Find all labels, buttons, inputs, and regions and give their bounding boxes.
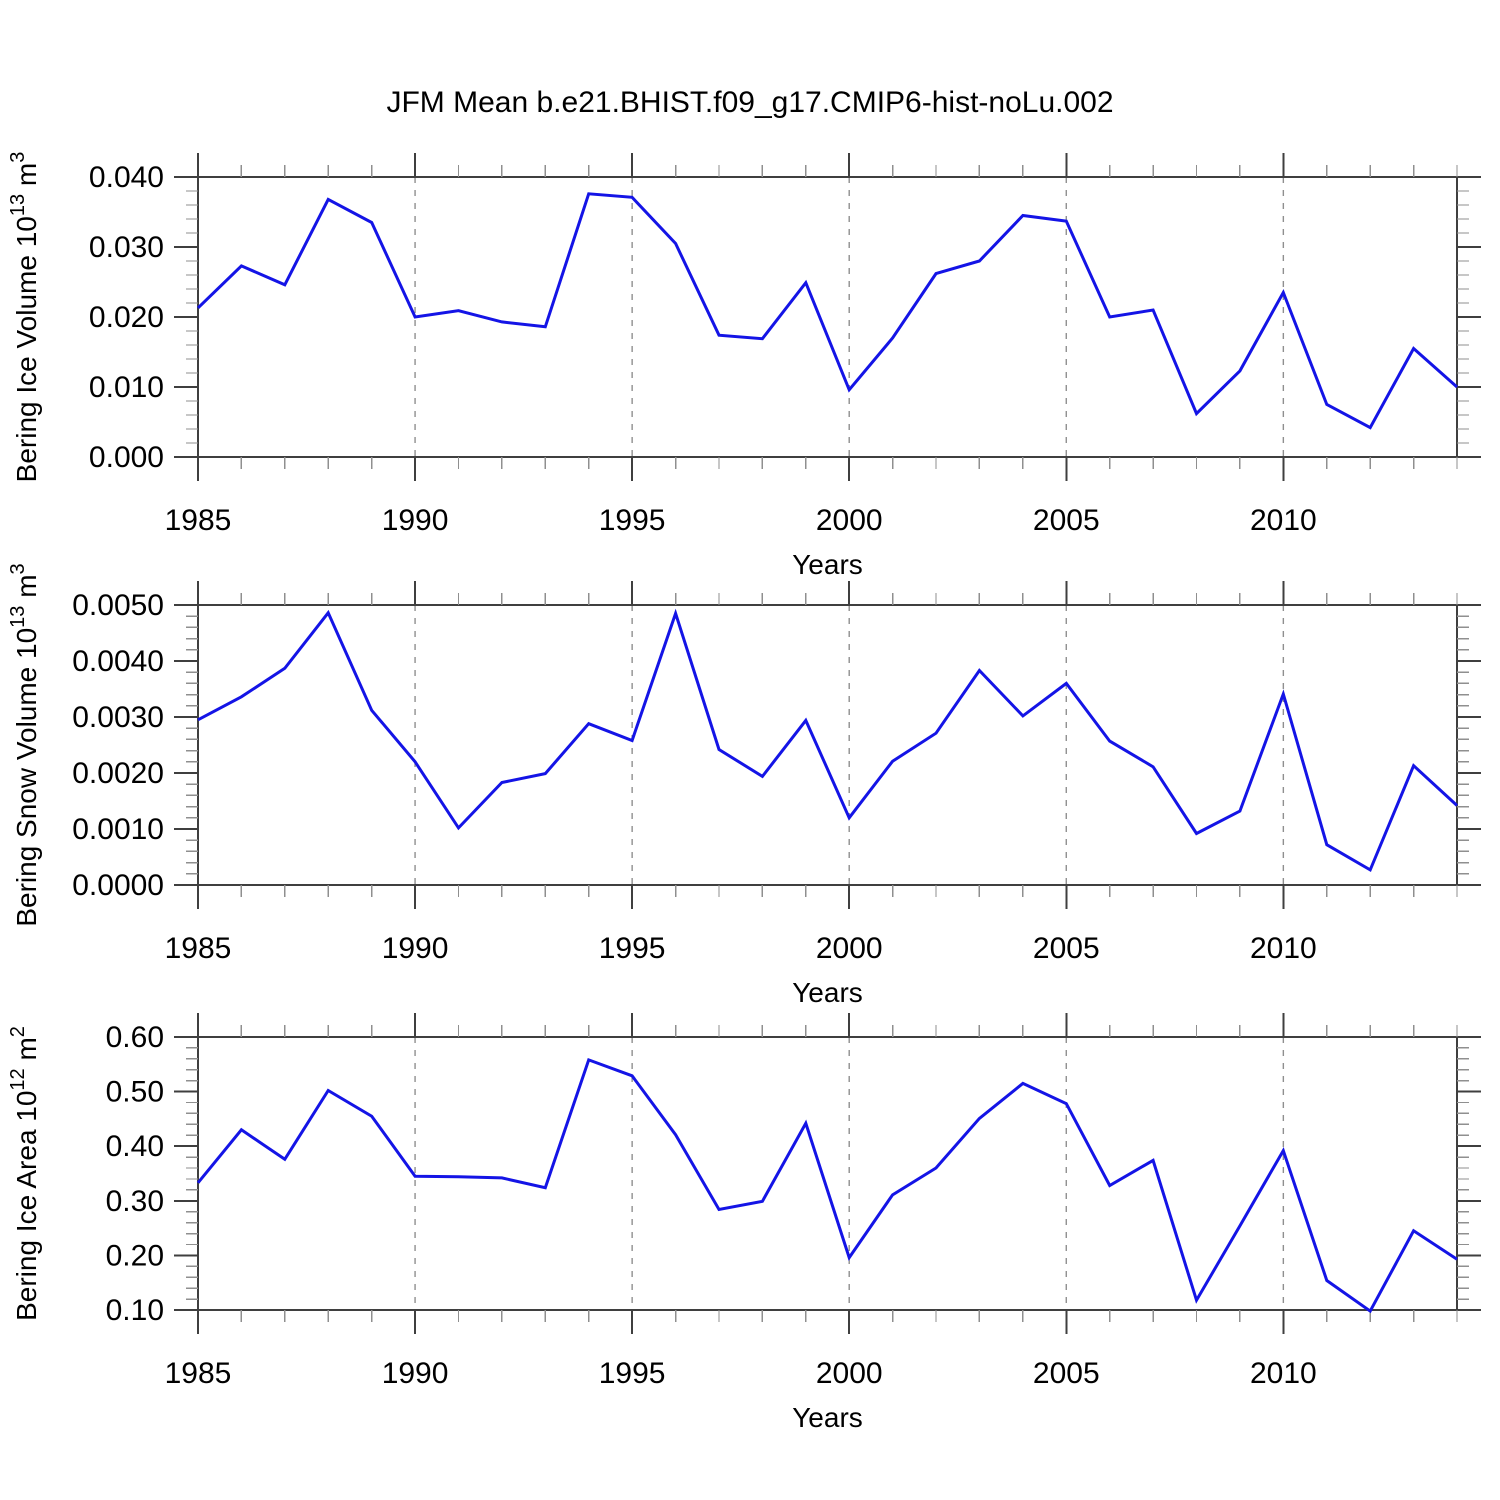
y-tick-label: 0.0040 xyxy=(72,645,164,678)
x-tick-label: 1995 xyxy=(599,1357,666,1390)
data-line xyxy=(196,192,1458,430)
panel-ice-area: 0.10 0.20 0.30 0.40 0.50 0.60 1985 1990 1995 2000… xyxy=(7,1013,1481,1433)
panel-snow-volume: 0.0000 0.0010 0.0020 0.0030 0.0040 0.0050 1985… xyxy=(7,563,1481,1008)
y-axis-title: Bering Ice Area 1012 m2 xyxy=(7,1026,42,1321)
y-tick-label: 0.30 xyxy=(106,1185,164,1218)
x-tick-label: 1985 xyxy=(165,504,232,537)
y-tick-label: 0.40 xyxy=(106,1130,164,1163)
x-tick-label: 2005 xyxy=(1033,932,1100,965)
x-tick-label: 2005 xyxy=(1033,1357,1100,1390)
chart-title: JFM Mean b.e21.BHIST.f09_g17.CMIP6-hist-… xyxy=(386,86,1114,119)
y-tick-label: 0.0020 xyxy=(72,757,164,790)
x-tick-label: 1995 xyxy=(599,932,666,965)
y-tick-label: 0.60 xyxy=(106,1021,164,1054)
panel-ice-volume: 0.000 0.010 0.020 0.030 0.040 1985 1990 1995 200… xyxy=(7,152,1481,580)
x-tick-label: 1990 xyxy=(382,932,449,965)
y-tick-label: 0.10 xyxy=(106,1294,164,1327)
y-tick-label: 0.0030 xyxy=(72,701,164,734)
x-tick-label: 2000 xyxy=(816,1357,883,1390)
x-tick-label: 2010 xyxy=(1250,932,1317,965)
x-axis-title: Years xyxy=(792,549,863,580)
y-axis-title: Bering Ice Volume 1013 m3 xyxy=(7,152,42,483)
x-tick-label: 1985 xyxy=(165,1357,232,1390)
y-tick-label: 0.0000 xyxy=(72,869,164,902)
x-tick-label: 2005 xyxy=(1033,504,1100,537)
x-tick-label: 2010 xyxy=(1250,504,1317,537)
y-tick-label: 0.010 xyxy=(89,371,164,404)
y-tick-label: 0.000 xyxy=(89,441,164,474)
x-tick-label: 2010 xyxy=(1250,1357,1317,1390)
data-line xyxy=(197,608,1459,873)
y-tick-label: 0.50 xyxy=(106,1076,164,1109)
x-tick-label: 1990 xyxy=(382,504,449,537)
x-tick-label: 2000 xyxy=(816,932,883,965)
y-tick-label: 0.040 xyxy=(89,161,164,194)
y-tick-label: 0.030 xyxy=(89,231,164,264)
x-tick-label: 2000 xyxy=(816,504,883,537)
axis-frame xyxy=(197,1036,1458,1311)
x-axis-title: Years xyxy=(792,977,863,1008)
y-tick-label: 0.20 xyxy=(106,1239,164,1272)
x-tick-label: 1990 xyxy=(382,1357,449,1390)
y-axis-title: Bering Snow Volume 1013 m3 xyxy=(7,563,42,926)
x-axis-title: Years xyxy=(792,1402,863,1433)
x-tick-label: 1995 xyxy=(599,504,666,537)
y-tick-label: 0.0050 xyxy=(72,589,164,622)
x-tick-label: 1985 xyxy=(165,932,232,965)
y-tick-label: 0.0010 xyxy=(72,813,164,846)
axis-frame xyxy=(197,604,1458,886)
y-tick-label: 0.020 xyxy=(89,301,164,334)
data-line xyxy=(196,1057,1458,1314)
